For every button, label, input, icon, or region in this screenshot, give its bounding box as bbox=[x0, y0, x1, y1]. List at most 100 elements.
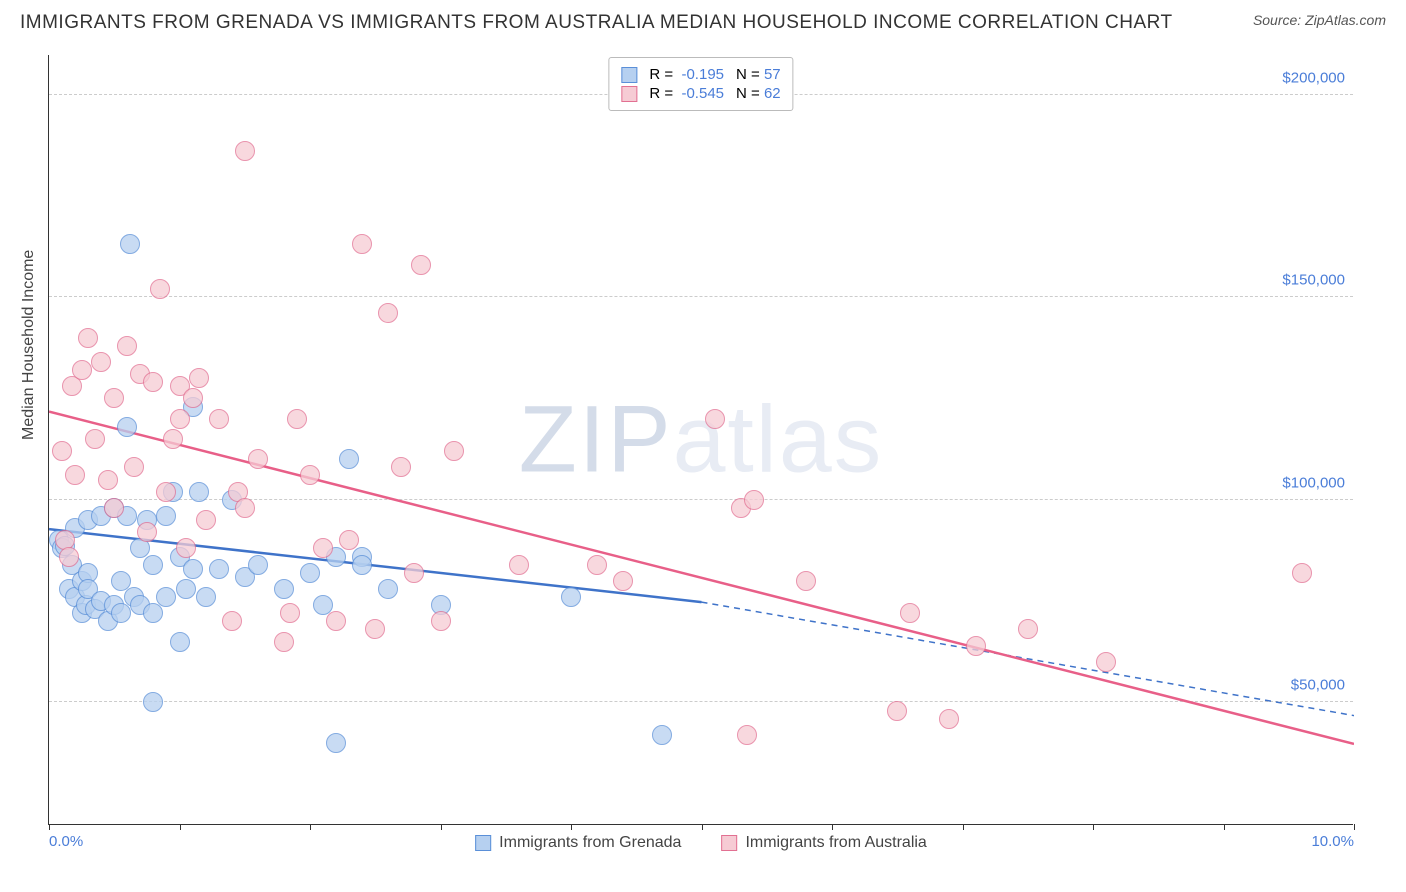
data-point bbox=[222, 611, 242, 631]
x-tick-label: 0.0% bbox=[49, 833, 83, 850]
data-point bbox=[235, 498, 255, 518]
data-point bbox=[744, 490, 764, 510]
data-point bbox=[156, 587, 176, 607]
data-point bbox=[137, 522, 157, 542]
y-tick-label: $200,000 bbox=[1282, 69, 1345, 86]
data-point bbox=[705, 409, 725, 429]
data-point bbox=[509, 555, 529, 575]
series-legend-item: Immigrants from Australia bbox=[721, 834, 926, 852]
data-point bbox=[143, 372, 163, 392]
data-point bbox=[65, 465, 85, 485]
watermark: ZIPatlas bbox=[519, 385, 883, 494]
chart-plot-area: ZIPatlas $50,000$100,000$150,000$200,000… bbox=[48, 55, 1353, 825]
data-point bbox=[183, 559, 203, 579]
data-point bbox=[143, 603, 163, 623]
data-point bbox=[183, 388, 203, 408]
x-tick bbox=[571, 824, 572, 830]
data-point bbox=[352, 234, 372, 254]
data-point bbox=[887, 701, 907, 721]
data-point bbox=[170, 409, 190, 429]
data-point bbox=[78, 328, 98, 348]
data-point bbox=[287, 409, 307, 429]
data-point bbox=[196, 587, 216, 607]
data-point bbox=[209, 409, 229, 429]
data-point bbox=[143, 692, 163, 712]
data-point bbox=[111, 603, 131, 623]
series-legend: Immigrants from Grenada Immigrants from A… bbox=[475, 834, 927, 852]
data-point bbox=[326, 733, 346, 753]
data-point bbox=[52, 441, 72, 461]
data-point bbox=[613, 571, 633, 591]
data-point bbox=[1018, 619, 1038, 639]
x-tick bbox=[49, 824, 50, 830]
x-tick bbox=[310, 824, 311, 830]
data-point bbox=[378, 579, 398, 599]
x-tick bbox=[1093, 824, 1094, 830]
chart-title: IMMIGRANTS FROM GRENADA VS IMMIGRANTS FR… bbox=[20, 12, 1173, 34]
gridline bbox=[49, 701, 1353, 702]
data-point bbox=[1292, 563, 1312, 583]
y-axis-label: Median Household Income bbox=[20, 250, 38, 440]
data-point bbox=[737, 725, 757, 745]
stat-r-label: R = -0.195 bbox=[649, 66, 724, 83]
legend-swatch bbox=[475, 835, 491, 851]
y-tick-label: $150,000 bbox=[1282, 272, 1345, 289]
data-point bbox=[939, 709, 959, 729]
data-point bbox=[248, 555, 268, 575]
data-point bbox=[339, 449, 359, 469]
data-point bbox=[1096, 652, 1116, 672]
data-point bbox=[117, 417, 137, 437]
data-point bbox=[796, 571, 816, 591]
source-label: Source: ZipAtlas.com bbox=[1253, 12, 1386, 28]
data-point bbox=[104, 498, 124, 518]
data-point bbox=[274, 632, 294, 652]
data-point bbox=[156, 506, 176, 526]
legend-swatch bbox=[621, 86, 637, 102]
legend-swatch bbox=[621, 67, 637, 83]
x-tick bbox=[963, 824, 964, 830]
data-point bbox=[280, 603, 300, 623]
stats-legend-row: R = -0.545 N = 62 bbox=[621, 85, 780, 102]
data-point bbox=[352, 555, 372, 575]
data-point bbox=[176, 538, 196, 558]
data-point bbox=[85, 429, 105, 449]
data-point bbox=[72, 360, 92, 380]
data-point bbox=[300, 563, 320, 583]
data-point bbox=[900, 603, 920, 623]
data-point bbox=[561, 587, 581, 607]
stats-legend-row: R = -0.195 N = 57 bbox=[621, 66, 780, 83]
data-point bbox=[235, 141, 255, 161]
data-point bbox=[59, 547, 79, 567]
data-point bbox=[326, 611, 346, 631]
series-name: Immigrants from Grenada bbox=[499, 834, 681, 852]
data-point bbox=[120, 234, 140, 254]
data-point bbox=[150, 279, 170, 299]
legend-swatch bbox=[721, 835, 737, 851]
y-tick-label: $100,000 bbox=[1282, 474, 1345, 491]
trend-lines-layer bbox=[49, 55, 1354, 825]
stat-n-label: N = 62 bbox=[736, 85, 781, 102]
data-point bbox=[196, 510, 216, 530]
gridline bbox=[49, 296, 1353, 297]
data-point bbox=[300, 465, 320, 485]
data-point bbox=[209, 559, 229, 579]
data-point bbox=[411, 255, 431, 275]
data-point bbox=[966, 636, 986, 656]
data-point bbox=[104, 388, 124, 408]
stat-n-label: N = 57 bbox=[736, 66, 781, 83]
data-point bbox=[156, 482, 176, 502]
data-point bbox=[143, 555, 163, 575]
stats-legend: R = -0.195 N = 57 R = -0.545 N = 62 bbox=[608, 57, 793, 111]
data-point bbox=[587, 555, 607, 575]
data-point bbox=[652, 725, 672, 745]
x-tick bbox=[1354, 824, 1355, 830]
data-point bbox=[98, 470, 118, 490]
data-point bbox=[170, 632, 190, 652]
data-point bbox=[313, 538, 333, 558]
stat-r-label: R = -0.545 bbox=[649, 85, 724, 102]
data-point bbox=[365, 619, 385, 639]
x-tick bbox=[832, 824, 833, 830]
x-tick bbox=[441, 824, 442, 830]
series-name: Immigrants from Australia bbox=[745, 834, 926, 852]
data-point bbox=[378, 303, 398, 323]
